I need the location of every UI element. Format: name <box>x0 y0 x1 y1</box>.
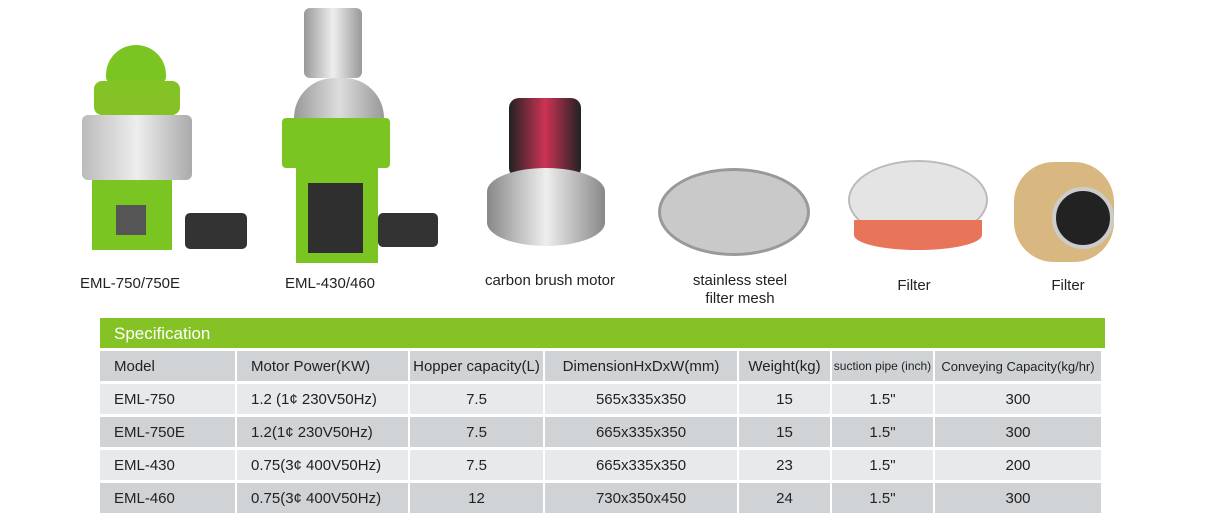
cell: 200 <box>935 450 1101 480</box>
table-row: EML-750 1.2 (1¢ 230V50Hz) 7.5 565x335x350 15… <box>100 384 1101 414</box>
header-cell: DimensionHxDxW(mm) <box>545 351 737 381</box>
cell: 565x335x350 <box>545 384 737 414</box>
table-header: Model Motor Power(KW) Hopper capacity(L)… <box>100 351 1101 381</box>
cell: EML-750 <box>100 384 235 414</box>
header-cell: Hopper capacity(L) <box>410 351 543 381</box>
disc-filter-image <box>848 160 988 255</box>
cell: 7.5 <box>410 417 543 447</box>
cell: 665x335x350 <box>545 417 737 447</box>
header-cell: Weight(kg) <box>739 351 830 381</box>
cell: 1.5" <box>832 417 933 447</box>
product-label: stainless steel filter mesh <box>692 272 788 307</box>
table-row: EML-460 0.75(3¢ 400V50Hz) 12 730x350x450 24 1… <box>100 483 1101 513</box>
filter-mesh-image <box>658 168 810 256</box>
cell: 1.2(1¢ 230V50Hz) <box>237 417 408 447</box>
vacuum-loader-750-image <box>80 45 250 255</box>
product-label: Filter <box>897 277 931 294</box>
cell: EML-750E <box>100 417 235 447</box>
header-cell: Motor Power(KW) <box>237 351 408 381</box>
cell: 0.75(3¢ 400V50Hz) <box>237 483 408 513</box>
product-label: Filter <box>1051 277 1085 294</box>
cell: EML-430 <box>100 450 235 480</box>
cell: 300 <box>935 417 1101 447</box>
cell: 300 <box>935 384 1101 414</box>
cell: 7.5 <box>410 384 543 414</box>
cell: 1.2 (1¢ 230V50Hz) <box>237 384 408 414</box>
cell: 300 <box>935 483 1101 513</box>
cell: 15 <box>739 384 830 414</box>
product-label: EML-750/750E <box>79 275 181 292</box>
product-label: carbon brush motor <box>484 272 616 289</box>
table-row: EML-430 0.75(3¢ 400V50Hz) 7.5 665x335x350 23… <box>100 450 1101 480</box>
spec-title: Specification <box>100 318 1105 348</box>
table-row: EML-750E 1.2(1¢ 230V50Hz) 7.5 665x335x350 15… <box>100 417 1101 447</box>
cell: 7.5 <box>410 450 543 480</box>
cell: 0.75(3¢ 400V50Hz) <box>237 450 408 480</box>
cell: 1.5" <box>832 483 933 513</box>
cell: EML-460 <box>100 483 235 513</box>
header-cell: Conveying Capacity(kg/hr) <box>935 351 1101 381</box>
header-cell: suction pipe (inch) <box>832 351 933 381</box>
cell: 24 <box>739 483 830 513</box>
cartridge-filter-image <box>1014 162 1122 262</box>
cell: 12 <box>410 483 543 513</box>
cell: 23 <box>739 450 830 480</box>
cell: 1.5" <box>832 384 933 414</box>
cell: 730x350x450 <box>545 483 737 513</box>
header-cell: Model <box>100 351 235 381</box>
vacuum-loader-430-image <box>268 8 448 263</box>
cell: 15 <box>739 417 830 447</box>
cell: 665x335x350 <box>545 450 737 480</box>
motor-image <box>487 98 607 248</box>
spec-table: Model Motor Power(KW) Hopper capacity(L)… <box>98 348 1103 516</box>
cell: 1.5" <box>832 450 933 480</box>
product-label: EML-430/460 <box>284 275 376 292</box>
